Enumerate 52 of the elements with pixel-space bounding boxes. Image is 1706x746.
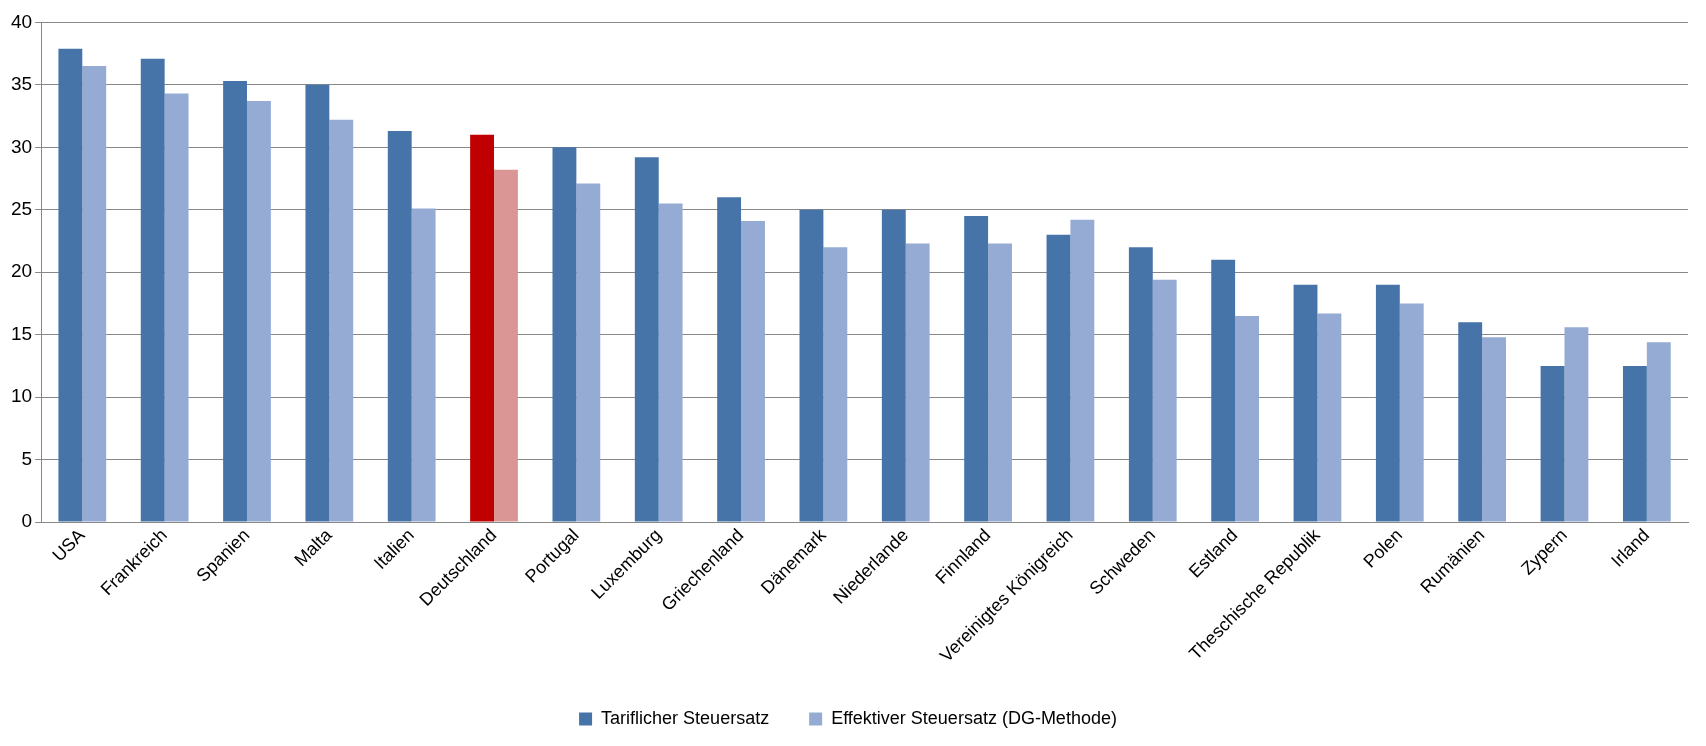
bar [658,203,683,522]
bar [552,147,577,522]
bar [305,84,330,522]
bar [799,209,824,522]
bar [717,197,742,522]
bar [964,216,989,522]
bar [1128,247,1153,522]
y-tick-label: 0 [21,510,33,532]
bar [1152,279,1177,522]
bar [634,157,659,522]
bar [823,247,848,522]
y-tick-label: 10 [10,385,33,407]
legend-label: Tariflicher Steuersatz [601,707,770,728]
bar [329,119,354,522]
bar [1293,284,1318,522]
y-tick-label: 20 [10,260,33,282]
bar [905,243,930,522]
bar [1375,284,1400,522]
bar [576,183,601,522]
bar [140,58,165,522]
bar [1235,315,1259,522]
bar [1317,313,1342,522]
bar [1458,322,1483,522]
legend-label: Effektiver Steuersatz (DG-Methode) [831,707,1117,728]
bar [246,101,271,522]
bar [1622,365,1647,522]
bar [387,131,412,522]
bar [1646,342,1671,522]
bar [164,93,189,522]
x-tick-label: USA [48,524,89,566]
y-tick-label: 40 [10,10,33,32]
y-tick-label: 25 [10,198,33,220]
bar [741,221,765,522]
bar [881,209,906,522]
y-tick-label: 30 [10,135,33,157]
bar [223,81,247,522]
bar [1070,219,1095,522]
bar [1564,327,1589,522]
bar [1540,365,1565,522]
bar [1211,259,1236,522]
bar [470,134,495,522]
bar [1482,337,1507,522]
bar [1046,234,1071,522]
y-tick-label: 35 [10,73,33,95]
bar [58,48,83,522]
y-tick-label: 5 [21,447,33,469]
bar [411,208,436,522]
bar [494,169,518,522]
y-tick-label: 15 [10,322,33,344]
bar [988,243,1012,522]
bar [1399,303,1424,522]
bar [82,66,107,522]
